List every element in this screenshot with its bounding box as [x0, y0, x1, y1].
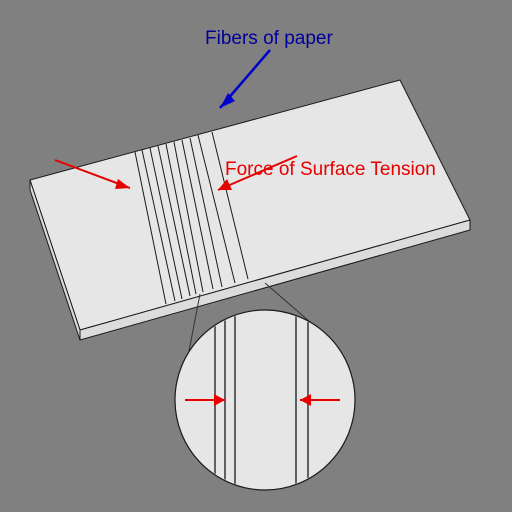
fibers-label: Fibers of paper — [205, 28, 333, 50]
diagram-canvas: Fibers of paper Force of Surface Tension — [0, 0, 512, 512]
tension-label: Force of Surface Tension — [225, 159, 436, 181]
diagram-svg — [0, 0, 512, 512]
